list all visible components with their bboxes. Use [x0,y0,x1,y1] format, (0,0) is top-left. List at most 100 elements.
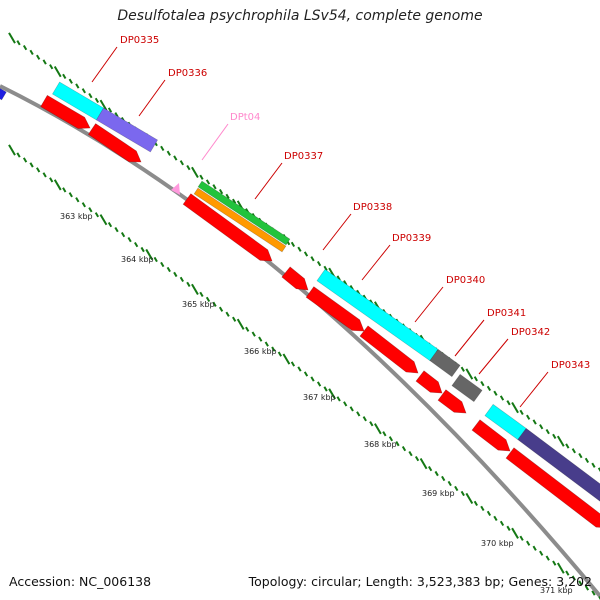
inner-tick-mark [362,416,367,422]
gene-leader-line [519,371,549,408]
outer-tick-mark [584,457,590,464]
feature-bar-gray [451,373,483,403]
outer-tick-mark [166,150,171,156]
outer-tick-mark [225,193,230,200]
kbp-label: 368 kbp [364,440,397,449]
inner-tick-mark [414,455,420,462]
kbp-labels: 363 kbp 364 kbp 365 kbp 366 kbp 367 kbp 368 k… [60,212,573,595]
inner-tick-mark [282,353,291,365]
inner-tick-mark [205,296,211,302]
gene-leader-line [201,123,229,161]
inner-tick-mark [271,346,276,352]
outer-tick-mark [493,390,498,396]
inner-tick-mark [166,266,171,273]
inner-tick-mark [395,441,400,447]
outer-tick-mark [179,160,184,166]
inner-tick-mark [336,396,341,402]
inner-tick-mark [199,291,204,297]
gene-label: DP0339 [392,233,431,244]
gene-label: DPt04 [230,112,260,123]
inner-tick-mark [545,555,550,561]
outer-tick-mark [49,64,54,70]
inner-tick-mark [297,366,302,372]
outer-tick-mark [205,179,211,185]
outer-tick-mark [565,443,570,449]
feature-bar-cyan [484,403,527,441]
inner-tick-mark [49,177,54,183]
cds-arrow [471,419,511,452]
inner-tick-mark [323,386,328,392]
gene-labels: DP0335 DP0336 DPt04 DP0337 DP0338 DP0339 DP034… [91,35,590,408]
outer-tick-mark [81,88,86,94]
outer-tick-mark [88,92,93,99]
inner-tick-mark [145,248,154,261]
inner-tick-mark [8,144,16,156]
inner-tick-mark [349,406,354,412]
cds-arrow [359,325,419,374]
inner-tick-mark [251,331,256,337]
outer-tick-mark [545,428,550,435]
outer-tick-mark [75,83,80,89]
outer-tick-mark [191,166,199,179]
kbp-label: 370 kbp [481,539,514,548]
outer-tick-mark [591,462,596,468]
inner-tick-mark [578,580,583,586]
outer-tick-mark [460,366,465,372]
gene-leader-line [91,46,118,83]
cds-arrow [87,123,142,163]
inner-tick-mark [382,431,387,437]
outer-tick-mark [68,78,73,84]
inner-tick-mark [316,381,322,387]
inner-tick-mark [428,465,433,472]
accession-label: Accession: NC_006138 [9,574,152,589]
outer-tick-mark [160,145,165,152]
inner-tick-mark [460,490,465,497]
cds-arrow [305,286,365,332]
inner-tick-mark [191,283,199,295]
outer-tick-mark [499,395,505,401]
inner-tick-mark [236,318,245,330]
outer-tick-mark [42,59,47,65]
inner-tick-mark [506,525,511,531]
gene-label: DP0338 [353,202,392,213]
inner-tick-mark [88,207,93,213]
cds-arrow [182,193,273,262]
inner-tick-mark [447,480,452,487]
inner-tick-mark [114,227,119,233]
inner-tick-mark [29,162,34,168]
outer-tick-mark [556,435,565,447]
outer-tick-mark [597,467,600,472]
outer-tick-mark [310,256,315,262]
gene-leader-line [138,79,166,117]
inner-tick-mark [539,550,544,556]
outer-tick-mark [173,155,178,161]
cds-arrow [281,266,309,291]
outer-tick-mark [552,433,557,440]
gene-label: DP0336 [168,68,207,79]
outer-tick-mark [539,424,544,430]
trna-marker [171,183,180,195]
inner-tick-mark [591,590,596,596]
outer-tick-mark [29,49,34,56]
inner-tick-mark [310,376,315,382]
outer-tick-mark [511,401,519,414]
outer-tick-track [8,32,600,472]
inner-tick-mark [22,157,28,163]
inner-tick-mark [519,535,524,541]
inner-tick-mark [264,341,269,347]
gene-label: DP0341 [487,308,526,319]
inner-tick-mark [225,311,230,317]
outer-tick-mark [22,44,28,51]
feature-bar-green [197,180,291,246]
feature-bar-navy [517,427,600,502]
feature-bar-blue [0,88,7,101]
gene-leader-line [361,244,391,281]
inner-tick-mark [186,281,191,288]
outer-tick-mark [526,414,531,420]
inner-tick-mark [245,326,250,332]
outer-tick-mark [578,452,583,459]
cds-arrow [415,370,443,394]
inner-tick-mark [408,451,413,457]
outer-tick-mark [99,99,108,111]
gene-label: DP0342 [511,327,550,338]
